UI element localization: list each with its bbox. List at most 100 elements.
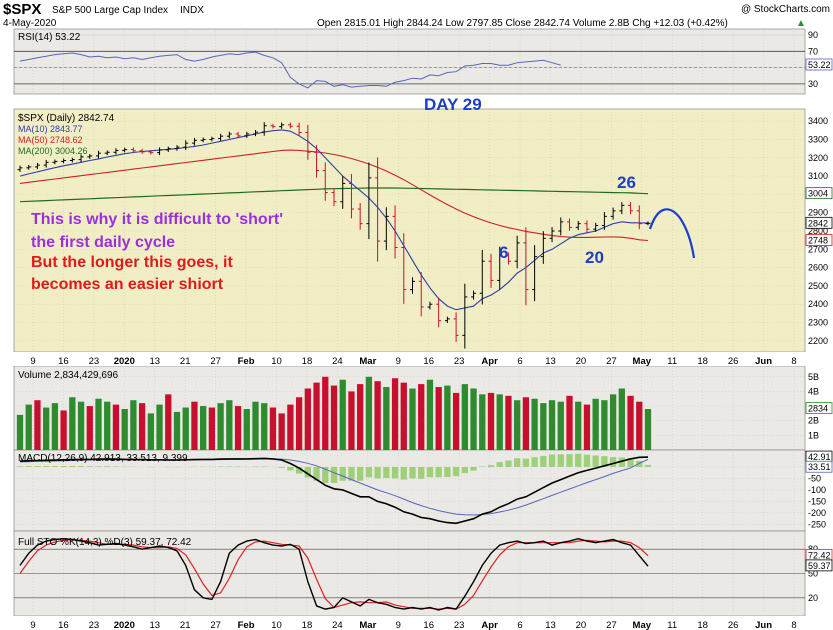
ma200-last-value-box	[805, 187, 833, 200]
volume-bar	[226, 400, 233, 450]
x-tick-label: Apr	[481, 620, 498, 630]
x-tick-label: 13	[545, 356, 556, 367]
volume-bar	[470, 388, 477, 450]
x-tick-label: 13	[149, 620, 160, 630]
volume-bar	[69, 397, 76, 450]
macd-last-value: 42.91	[808, 452, 831, 462]
macd-histogram-bar	[295, 466, 303, 474]
x-tick-label: 9	[30, 356, 35, 367]
volume-bar	[540, 403, 547, 450]
macd-histogram-bar	[77, 466, 85, 467]
x-tick-label: 2020	[114, 620, 135, 630]
volume-bar	[156, 404, 163, 450]
macd-tick-label: -100	[808, 485, 826, 495]
x-tick-label: 23	[454, 356, 465, 367]
macd-histogram-bar	[365, 466, 373, 478]
volume-bar	[191, 401, 198, 450]
volume-plot	[16, 376, 652, 450]
volume-bar	[322, 376, 329, 450]
macd-histogram-bar	[592, 455, 599, 467]
volume-bar	[295, 397, 303, 450]
volume-tick-label: 2B	[808, 416, 819, 426]
x-tick-label: 21	[180, 356, 191, 367]
volume-bar	[339, 379, 346, 450]
volume-bar	[357, 384, 364, 450]
volume-bar	[348, 391, 355, 450]
x-tick-label: 18	[697, 356, 708, 367]
macd-histogram-bar	[435, 466, 442, 478]
rsi-last-value: 53.22	[808, 60, 831, 70]
macd-plot	[16, 453, 652, 525]
volume-bar	[16, 414, 24, 450]
stochastic-d-last-value: 72.42	[808, 550, 831, 560]
volume-bar	[252, 401, 259, 450]
axes: 991616232320202020131321212727FebFeb1010…	[30, 30, 833, 630]
price-x-axis-band	[14, 352, 805, 366]
volume-bar	[287, 404, 294, 450]
macd-signal-last-value-box	[805, 460, 833, 473]
stochastic-k-last-value: 59.37	[808, 561, 831, 571]
volume-bar	[400, 382, 407, 450]
macd-histogram-bar	[69, 466, 76, 467]
ma50-last-value-box	[805, 234, 833, 246]
x-tick-label: 9	[30, 620, 35, 630]
x-tick-label: Mar	[359, 356, 376, 367]
x-tick-label: 26	[728, 620, 739, 630]
volume-bar	[557, 401, 564, 450]
volume-bar	[138, 403, 146, 450]
macd-histogram-bar	[461, 466, 468, 474]
macd-histogram-bar	[409, 466, 416, 479]
x-tick-label: 16	[58, 356, 69, 367]
macd-histogram-bar	[43, 466, 50, 467]
volume-bar	[43, 407, 50, 450]
price-tick-label: 3200	[808, 153, 828, 163]
volume-bar	[592, 398, 599, 450]
macd-histogram-bar	[34, 466, 41, 467]
volume-bar	[208, 407, 216, 450]
volume-bar	[130, 400, 137, 450]
stochastic-tick-label: 20	[808, 593, 818, 603]
x-tick-label: 20	[576, 356, 587, 367]
x-tick-label: 23	[454, 620, 465, 630]
macd-signal-last-value: 33.51	[808, 462, 831, 472]
volume-bar	[461, 384, 468, 450]
grid-lines	[14, 31, 805, 614]
macd-histogram-bar	[304, 466, 311, 478]
macd-histogram-bar	[287, 466, 294, 471]
rsi-last-value-box	[805, 58, 833, 71]
x-tick-label: 27	[606, 620, 617, 630]
x-tick-label: Mar	[359, 620, 376, 630]
volume-tick-label: 4B	[808, 386, 819, 396]
volume-bar	[505, 395, 512, 450]
volume-bar	[313, 382, 320, 450]
volume-bar	[278, 413, 285, 450]
macd-histogram-bar	[575, 453, 582, 467]
stochastic-k-last-value-box	[805, 559, 833, 572]
volume-bar	[200, 406, 207, 450]
macd-histogram-bar	[566, 454, 573, 467]
macd-histogram-bar	[609, 457, 617, 467]
x-tick-label: 23	[89, 620, 100, 630]
price-panel	[13, 108, 806, 353]
price-tick-label: 3300	[808, 134, 828, 144]
x-tick-label: 6	[517, 620, 522, 630]
x-tick-label: 24	[332, 620, 343, 630]
x-tick-label: 13	[149, 356, 160, 367]
x-tick-label: 11	[667, 620, 677, 630]
macd-tick-label: -50	[808, 473, 821, 483]
volume-bar	[182, 407, 189, 450]
rsi-title: RSI(14) 53.22	[18, 32, 81, 43]
x-tick-label: Feb	[238, 356, 255, 367]
volume-bar	[25, 404, 32, 450]
x-tick-label: 11	[667, 356, 677, 367]
projection-curve	[648, 208, 696, 259]
x-tick-label: 6	[517, 356, 522, 367]
price-tick-label: 2300	[808, 318, 828, 328]
x-tick-label: 10	[271, 356, 282, 367]
cycle-label-20: 20	[585, 248, 604, 267]
price-tick-label: 2600	[808, 263, 828, 273]
legend-ma10: MA(10) 2843.77	[18, 124, 83, 134]
price-title: $SPX (Daily) 2842.74	[18, 113, 115, 124]
macd-histogram-bar	[540, 455, 547, 467]
rsi-panel	[13, 28, 806, 95]
